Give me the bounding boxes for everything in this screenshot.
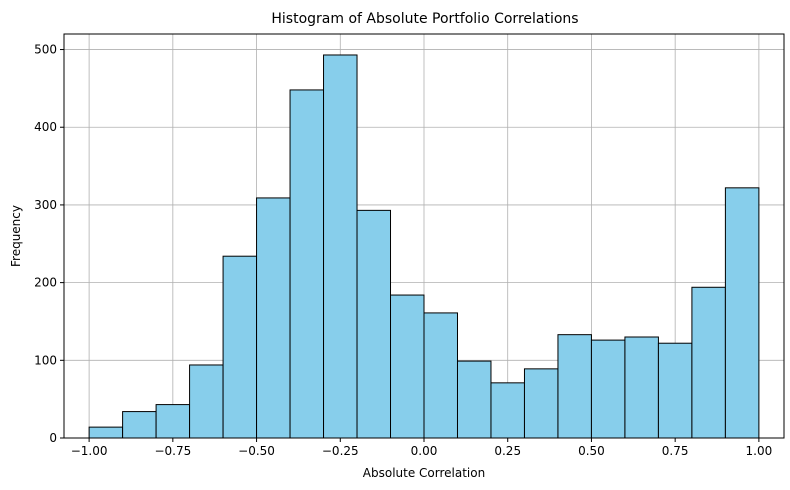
bar-9	[390, 294, 425, 439]
x-axis-ticks: −1.00 −0.75 −0.50 −0.25 0.00 0.25 0.50 0.75 1.00	[71, 438, 773, 458]
x-tick-label-7: 0.75	[662, 444, 689, 458]
bar-7	[323, 54, 358, 439]
y-tick-label-2: 200	[34, 276, 57, 290]
y-tick-label-4: 400	[34, 120, 57, 134]
bar-3	[189, 364, 224, 439]
bar-10	[423, 312, 458, 439]
bar-11	[456, 360, 492, 439]
bar-18	[691, 286, 726, 439]
x-tick-label-3: −0.25	[322, 444, 359, 458]
y-tick-label-5: 500	[34, 43, 57, 57]
bar-5	[256, 197, 291, 439]
x-tick-label-0: −1.00	[71, 444, 108, 458]
bar-0	[88, 426, 124, 439]
bar-12	[490, 382, 525, 439]
x-tick-label-8: 1.00	[746, 444, 773, 458]
histogram-bars	[88, 54, 760, 439]
y-axis-title: Frequency	[9, 205, 23, 267]
bar-6	[289, 89, 325, 439]
y-tick-label-3: 300	[34, 198, 57, 212]
x-tick-label-5: 0.25	[494, 444, 521, 458]
bar-17	[657, 342, 693, 439]
x-tick-label-1: −0.75	[154, 444, 191, 458]
bar-16	[624, 336, 659, 439]
bar-15	[590, 339, 626, 439]
bar-13	[523, 368, 559, 439]
bar-19	[724, 187, 760, 439]
y-axis-ticks: 0 100 200 300 400 500	[34, 43, 64, 445]
chart-title: Histogram of Absolute Portfolio Correlat…	[271, 11, 578, 27]
x-tick-label-4: 0.00	[411, 444, 438, 458]
y-tick-label-1: 100	[34, 353, 57, 367]
x-tick-label-2: −0.50	[238, 444, 275, 458]
y-tick-label-0: 0	[49, 431, 57, 445]
x-tick-label-6: 0.50	[578, 444, 605, 458]
bar-1	[122, 411, 157, 439]
bar-14	[557, 334, 592, 439]
x-axis-title: Absolute Correlation	[363, 466, 485, 480]
bar-2	[155, 404, 191, 439]
bar-8	[356, 209, 392, 439]
bar-4	[222, 255, 258, 439]
